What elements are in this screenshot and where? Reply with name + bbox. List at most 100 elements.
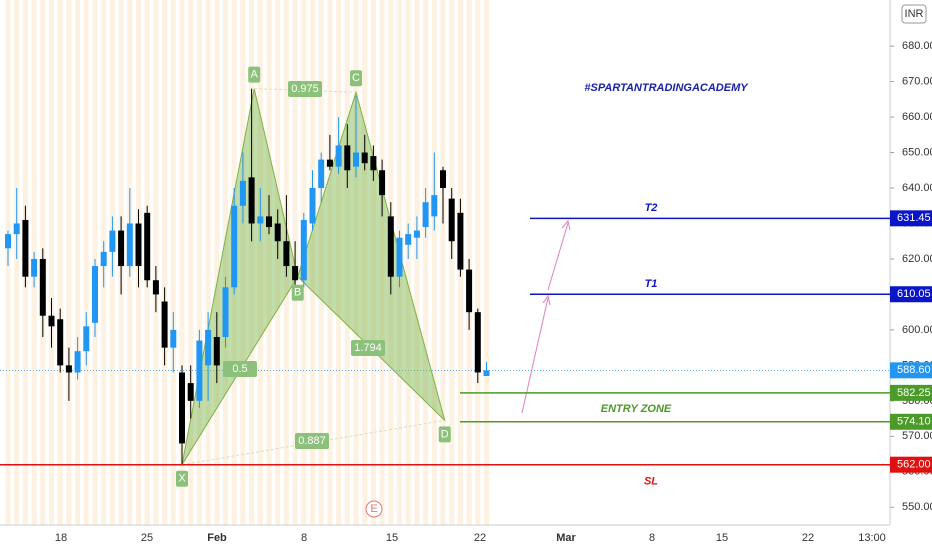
candle-body [335,145,342,167]
candle-body [83,326,90,352]
ratio-label: 0.887 [298,435,326,447]
session-stripe [170,0,176,525]
candle-body [118,230,125,267]
candle-body [22,219,29,277]
point-label: C [352,72,360,84]
candle-body [222,287,229,337]
session-stripe [66,0,72,525]
entry-zone: ENTRY ZONE [601,403,672,415]
point-label-box [176,470,188,487]
candle-body [326,159,333,167]
candle-body [179,372,185,444]
session-stripe [162,0,168,525]
y-tick-label: 600.00 [902,324,932,336]
session-stripe [484,0,489,525]
session-stripe [379,0,385,525]
level-name: T2 [645,202,658,214]
price-tag [890,384,932,401]
price-tag [890,456,932,473]
event-label: E [370,503,377,515]
session-stripe [310,0,315,525]
candle-body [396,237,403,277]
x-tick-label: 25 [141,532,153,544]
session-stripe [223,0,228,525]
ratio-label: 1.794 [354,342,382,354]
session-stripe [362,0,368,525]
candle-body [13,223,20,235]
candle-body [309,188,316,224]
candle-body [353,152,359,167]
ratio-label: 0.5 [232,363,247,375]
point-label: A [251,69,259,81]
price-tag-label: 562.00 [897,459,931,471]
arrow [521,297,549,414]
candle-body [483,370,490,377]
x-tick-label: Mar [556,532,576,544]
session-stripe [75,0,81,525]
y-tick-label: 670.00 [902,75,932,87]
session-stripe [249,0,255,525]
price-tag [890,413,932,430]
session-stripe [405,0,411,525]
session-stripe [153,0,159,525]
candle-body [457,212,464,270]
candle-body [292,266,299,281]
candle-body [248,177,255,224]
point-label-box [350,70,362,87]
session-stripe [196,0,202,525]
price-tag [890,286,932,303]
session-stripe [57,0,63,525]
session-stripe [188,0,194,525]
candle-body [31,258,38,277]
arrow-head [561,219,571,231]
y-tick-label: 680.00 [902,40,932,52]
session-stripe [370,0,376,525]
y-tick-label: 550.00 [902,501,932,513]
session-stripe [344,0,350,525]
session-stripe [83,0,89,525]
candle-body [300,219,307,281]
watermark: #SPARTANTRADINGACADEMY [584,82,749,94]
candle-body [92,266,98,323]
price-tag-label: 631.45 [897,212,931,224]
session-stripe [353,0,359,525]
candle-body [370,156,377,171]
candle-body [440,170,446,189]
session-stripe [318,0,324,525]
ratio-label-box [288,81,322,97]
candle-body [161,301,168,348]
candle-body [126,223,133,267]
x-tick-label: 15 [386,532,398,544]
ratio-label: 0.975 [291,83,319,95]
session-stripe [179,0,185,525]
session-stripe [449,0,455,525]
candle-body [109,230,116,252]
level-name: SL [644,476,658,488]
x-tick-label: Feb [207,532,227,544]
candle-body [100,251,107,267]
candle-body [318,159,325,189]
event-marker [365,500,383,518]
price-tag-label: 588.60 [897,364,931,376]
candle-body [344,145,351,171]
session-stripe [440,0,446,525]
point-label-box [291,284,304,301]
session-stripe [240,0,246,525]
candle-body [379,170,386,196]
candle-body [448,198,455,242]
pattern-xd [181,419,445,466]
x-tick-label: 18 [55,532,67,544]
candle-body [39,258,46,316]
x-tick-label: 8 [649,532,655,544]
point-label: B [294,287,301,299]
candle-body [474,312,481,373]
session-stripe [275,0,281,525]
candle-body [196,340,203,401]
ratio-label-box [351,340,385,356]
x-tick-label: 22 [474,532,486,544]
price-tag [890,362,932,379]
price-tag-label: 582.25 [897,387,931,399]
arrow-head [542,294,551,306]
session-stripe [205,0,211,525]
candle-body [405,234,412,245]
